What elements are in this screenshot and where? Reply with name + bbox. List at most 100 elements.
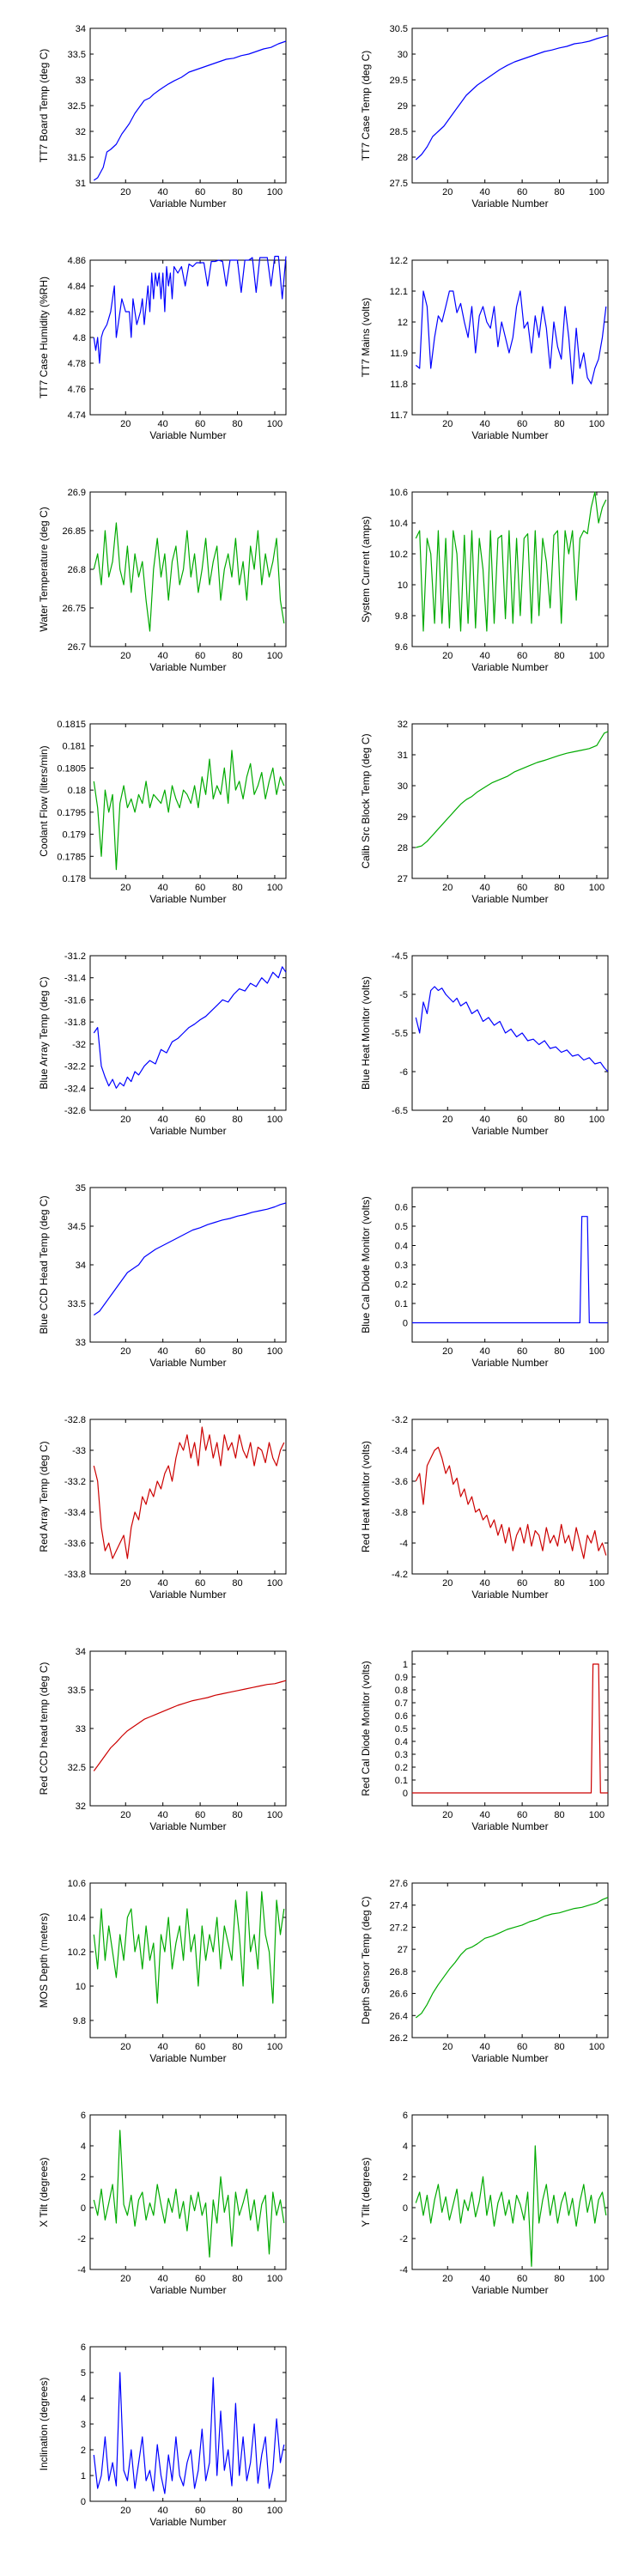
chart-panel-x-tilt: 20 40 60 80 100 -4 -2 0 2 4 6 Variable Number X Tilt… <box>0 2087 322 2318</box>
y-tick-label: 31.5 <box>68 153 86 163</box>
x-tick-label: 40 <box>158 2506 168 2516</box>
plot-frame <box>411 1650 609 1807</box>
y-axis-label: Blue CCD Head Temp (deg C) <box>38 1195 50 1334</box>
y-tick-label: 28 <box>398 843 408 854</box>
x-tick-label: 20 <box>442 419 453 429</box>
x-tick-label: 40 <box>480 2042 490 2052</box>
plot-frame <box>411 1187 609 1343</box>
y-tick-label: 29 <box>398 812 408 823</box>
y-tick-label: 0 <box>403 2203 408 2214</box>
y-tick-label: 33 <box>76 76 86 86</box>
x-axis-label: Variable Number <box>471 1357 548 1369</box>
plot-frame <box>89 1650 287 1807</box>
plot-frame <box>89 723 287 879</box>
chart-tt7-mains: 20 40 60 80 100 11.7 11.8 11.9 12 12.1 12.2 Variabl… <box>360 256 609 441</box>
x-tick-label: 20 <box>442 1346 453 1357</box>
y-tick-label: 34 <box>76 1647 86 1657</box>
y-tick-label: -33.6 <box>64 1539 86 1549</box>
x-tick-label: 60 <box>195 2042 205 2052</box>
y-tick-label: 0.18 <box>68 786 86 796</box>
x-tick-label: 100 <box>589 1115 605 1125</box>
x-tick-label: 60 <box>195 1810 205 1820</box>
y-tick-label: 32 <box>398 720 408 730</box>
y-tick-label: 28 <box>398 153 408 163</box>
y-tick-label: -32.4 <box>64 1084 86 1094</box>
x-tick-label: 40 <box>480 883 490 893</box>
series-line <box>93 750 285 871</box>
x-tick-label: 100 <box>589 2042 605 2052</box>
y-tick-label: 31 <box>76 179 86 189</box>
y-tick-label: 0.2 <box>395 1280 408 1291</box>
chart-panel-blue-cal-diode-monitor: 20 40 60 80 100 0 0.1 0.2 0.3 0.4 0.5 0.6 Variable N… <box>322 1159 644 1391</box>
x-tick-label: 20 <box>120 1578 131 1589</box>
chart-red-heat-monitor: 20 40 60 80 100 -4.2 -4 -3.8 -3.6 -3.4 -3.2 Variabl… <box>360 1415 609 1601</box>
x-tick-label: 40 <box>158 651 168 661</box>
series-line <box>93 1426 285 1559</box>
y-tick-label: 33 <box>76 1338 86 1348</box>
y-tick-label: 1 <box>403 1660 408 1670</box>
x-tick-label: 100 <box>589 883 605 893</box>
y-axis-label: X Tilt (degrees) <box>38 2157 50 2227</box>
series-line <box>415 1446 607 1559</box>
x-axis-label: Variable Number <box>149 197 226 210</box>
x-axis-label: Variable Number <box>149 2284 226 2296</box>
y-tick-label: 4 <box>81 2394 86 2404</box>
y-tick-label: 27.6 <box>390 1879 408 1889</box>
y-tick-label: -31.6 <box>64 995 86 1005</box>
y-tick-label: 27 <box>398 1945 408 1955</box>
y-tick-label: 0.1 <box>395 1776 408 1786</box>
x-tick-label: 80 <box>232 883 242 893</box>
x-tick-label: 100 <box>589 2274 605 2284</box>
x-axis-label: Variable Number <box>149 429 226 441</box>
x-tick-label: 20 <box>442 2042 453 2052</box>
x-tick-label: 80 <box>232 2042 242 2052</box>
plot-frame <box>411 1419 609 1575</box>
chart-panel-red-ccd-head-temp: 20 40 60 80 100 32 32.5 33 33.5 34 Variable Number… <box>0 1623 322 1855</box>
series-line <box>93 1202 287 1315</box>
chart-panel-tt7-board-temp: 20 40 60 80 100 31 31.5 32 32.5 33 33.5 34 Variable … <box>0 0 322 232</box>
x-axis-label: Variable Number <box>471 1820 548 1832</box>
plot-frame <box>411 259 609 416</box>
plot-frame <box>89 1187 287 1343</box>
y-tick-label: 26.8 <box>390 1967 408 1978</box>
x-axis-label: Variable Number <box>149 1125 226 1137</box>
y-tick-label: -3.8 <box>392 1508 408 1518</box>
series-line <box>93 255 287 364</box>
x-tick-label: 20 <box>442 883 453 893</box>
x-tick-label: 100 <box>589 187 605 197</box>
y-tick-label: 6 <box>81 2342 86 2353</box>
x-tick-label: 20 <box>442 1115 453 1125</box>
y-tick-label: 4.76 <box>68 385 86 395</box>
y-tick-label: -33.4 <box>64 1508 86 1518</box>
x-tick-label: 40 <box>158 883 168 893</box>
y-tick-label: 0 <box>81 2497 86 2507</box>
x-tick-label: 80 <box>554 883 564 893</box>
y-tick-label: 0 <box>403 1789 408 1799</box>
x-tick-label: 40 <box>480 187 490 197</box>
y-tick-label: 26.75 <box>62 604 86 614</box>
series-line <box>93 40 287 181</box>
y-tick-label: 2 <box>403 2172 408 2183</box>
plot-frame <box>89 955 287 1111</box>
x-tick-label: 60 <box>195 2274 205 2284</box>
y-tick-label: -32.6 <box>64 1106 86 1116</box>
y-tick-label: 0.5 <box>395 1222 408 1232</box>
y-tick-label: 5 <box>81 2368 86 2379</box>
x-tick-label: 60 <box>195 883 205 893</box>
x-tick-label: 100 <box>267 1578 283 1589</box>
chart-coolant-flow: 20 40 60 80 100 0.178 0.1785 0.179 0.1795 0.18 0.1… <box>38 720 287 905</box>
x-tick-label: 40 <box>480 651 490 661</box>
y-axis-label: Blue Cal Diode Monitor (volts) <box>360 1196 372 1333</box>
chart-panel-blue-heat-monitor: 20 40 60 80 100 -6.5 -6 -5.5 -5 -4.5 Variable Numb… <box>322 927 644 1159</box>
y-tick-label: -3.6 <box>392 1477 408 1487</box>
y-tick-label: 10.4 <box>390 519 408 529</box>
x-tick-label: 20 <box>120 2506 131 2516</box>
y-tick-label: 30 <box>398 50 408 60</box>
y-tick-label: -4.2 <box>392 1570 408 1580</box>
x-tick-label: 40 <box>480 1346 490 1357</box>
series-line <box>93 2372 285 2494</box>
x-axis-label: Variable Number <box>471 893 548 905</box>
x-tick-label: 60 <box>195 1578 205 1589</box>
x-tick-label: 20 <box>442 187 453 197</box>
y-tick-label: 12.2 <box>390 256 408 266</box>
